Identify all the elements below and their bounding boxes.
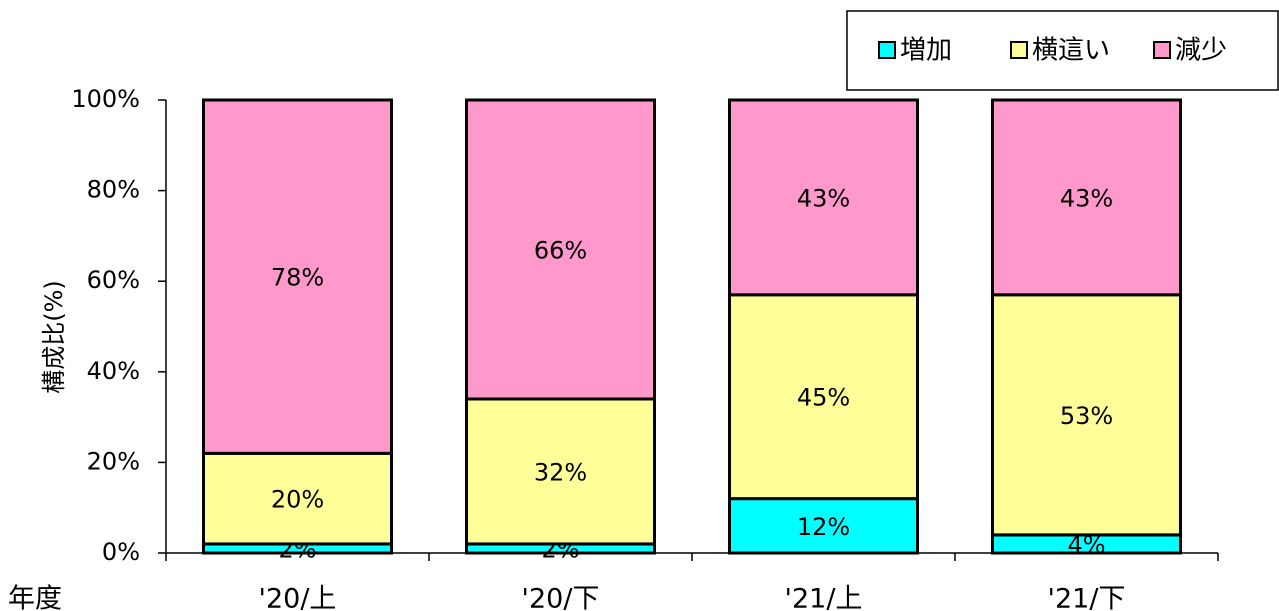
y-tick-label: 60% — [87, 266, 140, 294]
legend-swatch — [878, 41, 896, 59]
value-label: 78% — [271, 264, 324, 292]
y-tick-label: 40% — [87, 357, 140, 385]
value-label: 66% — [534, 236, 587, 264]
value-label: 45% — [797, 384, 850, 412]
value-label: 43% — [797, 184, 850, 212]
value-label: 43% — [1060, 184, 1113, 212]
bar-segment — [465, 397, 656, 546]
x-tick-label: '21/上 — [785, 584, 863, 611]
bar-segment — [991, 98, 1182, 297]
x-axis-label: 年度 — [8, 584, 62, 611]
legend-swatch — [1010, 41, 1028, 59]
legend-label: 増加 — [900, 36, 952, 66]
value-label: 32% — [534, 458, 587, 486]
x-tick-label: '20/上 — [259, 584, 337, 611]
bar-segment — [991, 293, 1182, 537]
legend-label: 横這い — [1032, 36, 1110, 66]
bar-segment — [728, 98, 919, 297]
legend-label: 減少 — [1175, 36, 1227, 66]
bar-segment — [465, 98, 656, 401]
legend-swatch — [1153, 41, 1171, 59]
bar-segment — [202, 98, 393, 455]
bar-segment — [202, 451, 393, 546]
value-label: 12% — [797, 513, 850, 541]
y-tick-label: 100% — [71, 85, 140, 113]
y-tick-label: 20% — [87, 447, 140, 475]
x-tick-label: '21/下 — [1048, 584, 1126, 611]
bar-segment — [728, 293, 919, 501]
value-label: 53% — [1060, 402, 1113, 430]
legend-box — [846, 10, 1279, 91]
value-label: 20% — [271, 486, 324, 514]
x-tick-label: '20/下 — [522, 584, 600, 611]
y-tick-label: 80% — [87, 176, 140, 204]
y-tick-label: 0% — [102, 538, 140, 566]
y-axis-label: 構成比(%) — [40, 280, 68, 394]
